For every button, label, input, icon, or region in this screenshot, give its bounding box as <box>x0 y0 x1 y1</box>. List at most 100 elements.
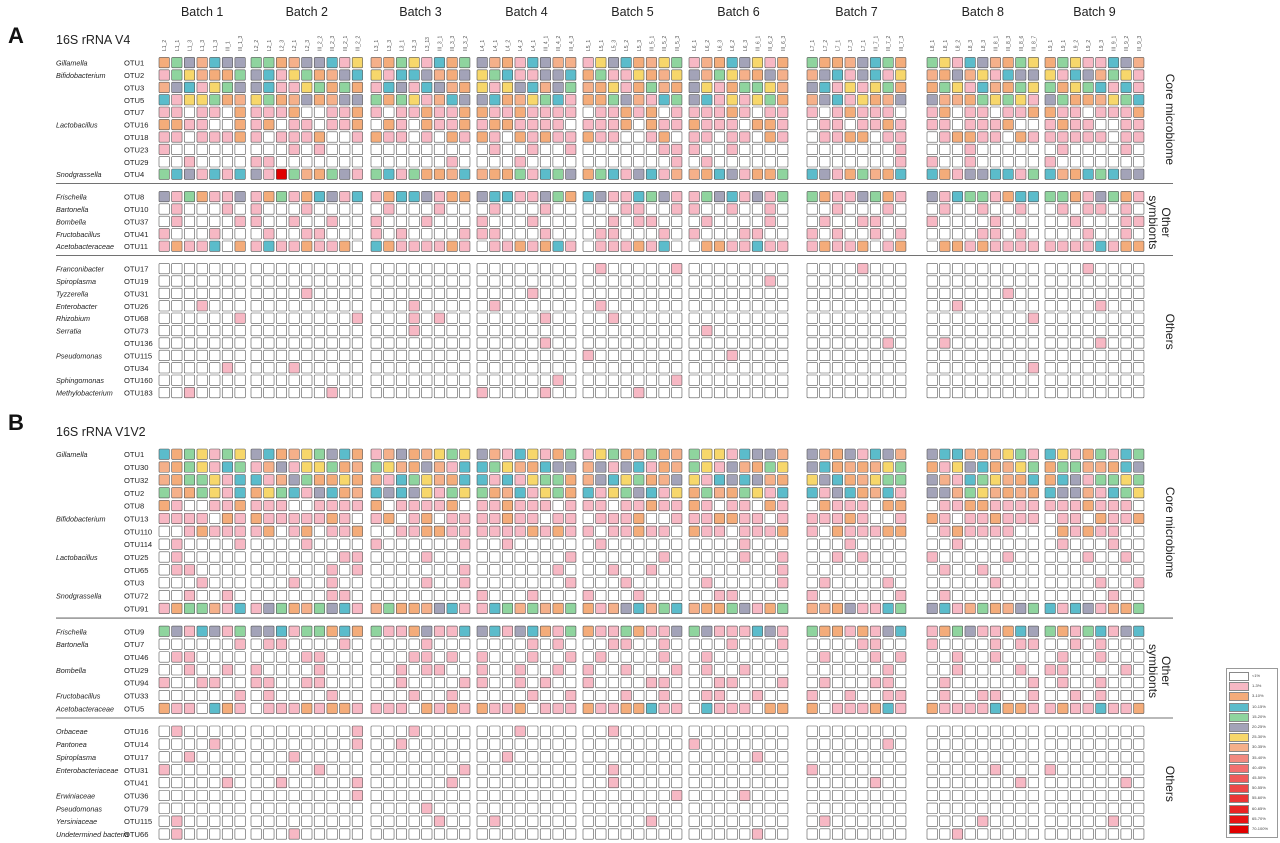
heatmap-cell <box>221 664 233 676</box>
heatmap-cell <box>288 263 300 275</box>
heatmap-cell <box>951 677 963 689</box>
heatmap-cell <box>1082 689 1094 701</box>
heatmap-cell <box>713 275 725 287</box>
heatmap-cell <box>633 551 645 563</box>
heatmap-cell <box>764 525 776 537</box>
heatmap-cell <box>882 287 894 299</box>
heatmap-cell <box>1095 725 1107 737</box>
heatmap-cell <box>607 57 619 69</box>
heatmap-cell <box>806 81 818 93</box>
heatmap-cell <box>1095 602 1107 614</box>
heatmap-cell <box>620 156 632 168</box>
heatmap-cell <box>607 81 619 93</box>
heatmap-cell <box>313 203 325 215</box>
heatmap-cell <box>370 263 382 275</box>
sample-label: III_6_1 <box>755 35 761 51</box>
heatmap-cell <box>184 275 196 287</box>
heatmap-cell <box>751 651 763 663</box>
heatmap-cell <box>501 387 513 399</box>
heatmap-cell <box>326 312 338 324</box>
heatmap-cell <box>777 94 789 106</box>
sample-label: L3_3 <box>387 40 393 51</box>
heatmap-cell <box>806 525 818 537</box>
heatmap-cell <box>751 764 763 776</box>
heatmap-cell <box>951 131 963 143</box>
heatmap-cell <box>1120 487 1132 499</box>
heatmap-cell <box>764 551 776 563</box>
heatmap-cell <box>501 275 513 287</box>
heatmap-cell <box>1070 228 1082 240</box>
heatmap-cell <box>806 94 818 106</box>
heatmap-cell <box>171 625 183 637</box>
sample-label: L8_2 <box>956 40 962 51</box>
heatmap-cell <box>196 789 208 801</box>
heatmap-cell <box>446 191 458 203</box>
heatmap-cell <box>844 119 856 131</box>
heatmap-cell <box>895 625 907 637</box>
sample-label: III_7_1 <box>873 35 879 51</box>
heatmap-cell <box>539 725 551 737</box>
heatmap-cell <box>339 738 351 750</box>
heatmap-cell <box>1095 349 1107 361</box>
heatmap-cell <box>565 156 577 168</box>
heatmap-cell <box>806 564 818 576</box>
heatmap-cell <box>926 362 938 374</box>
heatmap-cell <box>713 448 725 460</box>
heatmap-cell <box>633 602 645 614</box>
heatmap-cell <box>895 168 907 180</box>
heatmap-cell <box>514 131 526 143</box>
heatmap-cell <box>688 500 700 512</box>
heatmap-cell <box>171 228 183 240</box>
heatmap-cell <box>764 337 776 349</box>
heatmap-cell <box>527 789 539 801</box>
heatmap-cell <box>951 625 963 637</box>
heatmap-cell <box>989 512 1001 524</box>
heatmap-cell <box>1133 638 1145 650</box>
heatmap-cell <box>339 625 351 637</box>
heatmap-cell <box>819 500 831 512</box>
heatmap-cell <box>275 738 287 750</box>
heatmap-cell <box>671 57 683 69</box>
heatmap-cell <box>171 448 183 460</box>
heatmap-cell <box>726 538 738 550</box>
heatmap-cell <box>645 215 657 227</box>
heatmap-cell <box>565 777 577 789</box>
heatmap-cell <box>263 228 275 240</box>
heatmap-cell <box>688 577 700 589</box>
heatmap-cell <box>171 512 183 524</box>
heatmap-cell <box>964 275 976 287</box>
heatmap-cell <box>234 387 246 399</box>
heatmap-cell <box>1133 325 1145 337</box>
heatmap-cell <box>476 677 488 689</box>
heatmap-cell <box>595 337 607 349</box>
heatmap-cell <box>607 551 619 563</box>
heatmap-cell <box>351 474 363 486</box>
heatmap-cell <box>383 738 395 750</box>
heatmap-cell <box>620 287 632 299</box>
heatmap-cell <box>1044 349 1056 361</box>
heatmap-cell <box>275 240 287 252</box>
heatmap-cell <box>620 725 632 737</box>
heatmap-cell <box>351 564 363 576</box>
heatmap-cell <box>645 802 657 814</box>
heatmap-cell <box>250 349 262 361</box>
heatmap-cell <box>869 156 881 168</box>
heatmap-cell <box>351 374 363 386</box>
heatmap-cell <box>895 228 907 240</box>
heatmap-cell <box>301 725 313 737</box>
heatmap-cell <box>977 300 989 312</box>
heatmap-cell <box>819 168 831 180</box>
heatmap-cell <box>313 263 325 275</box>
heatmap-cell <box>408 374 420 386</box>
heatmap-cell <box>1107 387 1119 399</box>
heatmap-cell <box>764 203 776 215</box>
heatmap-cell <box>1057 651 1069 663</box>
heatmap-cell <box>539 828 551 840</box>
heatmap-cell <box>926 564 938 576</box>
heatmap-cell <box>383 764 395 776</box>
heatmap-cell <box>701 474 713 486</box>
heatmap-cell <box>501 802 513 814</box>
heatmap-cell <box>209 81 221 93</box>
heatmap-cell <box>582 677 594 689</box>
heatmap-cell <box>1120 215 1132 227</box>
